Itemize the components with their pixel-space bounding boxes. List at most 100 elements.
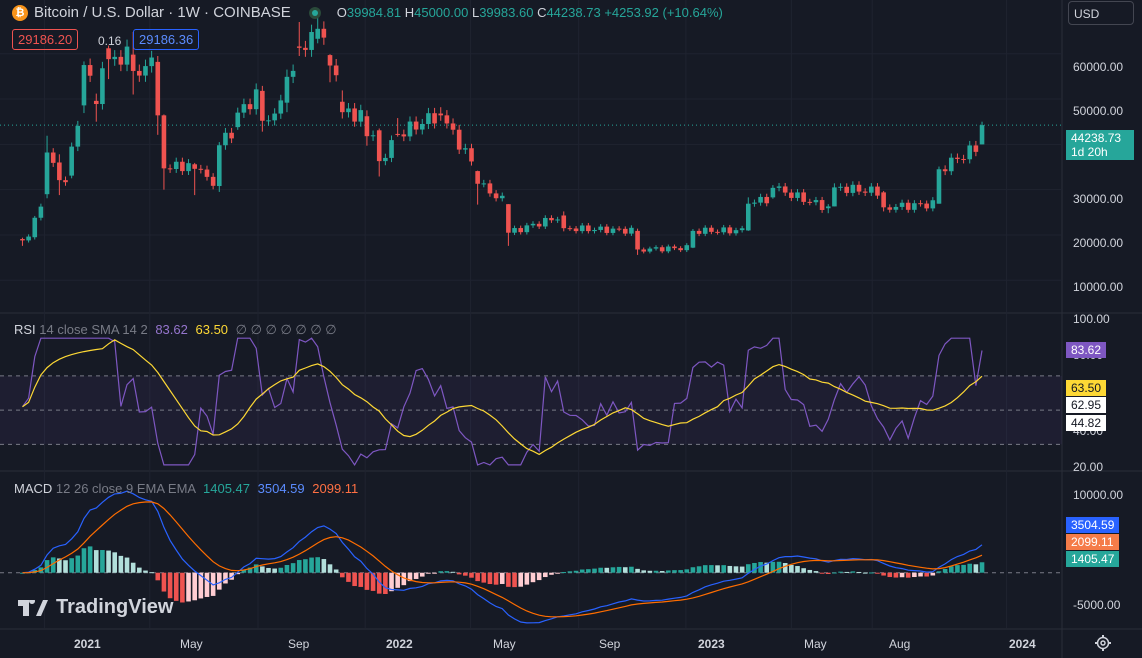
candle bbox=[124, 46, 130, 65]
macd-histogram-bar bbox=[192, 572, 197, 601]
macd-histogram-bar bbox=[315, 557, 321, 573]
macd-histogram-bar bbox=[924, 572, 929, 577]
candle bbox=[44, 152, 50, 195]
macd-histogram-bar bbox=[229, 572, 234, 580]
macd-histogram-bar bbox=[678, 570, 683, 573]
buy-button[interactable]: 29186.36 bbox=[133, 29, 200, 50]
candle bbox=[321, 28, 327, 38]
macd-histogram-bar bbox=[629, 566, 634, 573]
macd-histogram-bar bbox=[143, 570, 148, 573]
macd-histogram-bar bbox=[967, 563, 973, 573]
candle bbox=[333, 65, 339, 76]
macd-histogram-bar bbox=[352, 572, 357, 587]
candle bbox=[296, 46, 302, 48]
symbol-header: ₿ Bitcoin / U.S. Dollar · 1W · COINBASE … bbox=[12, 4, 723, 21]
macd-histogram-bar bbox=[309, 557, 314, 573]
price-tick: 50000.00 bbox=[1073, 104, 1124, 118]
macd-histogram-bar bbox=[567, 571, 573, 573]
macd-histogram-bar bbox=[389, 572, 394, 592]
market-status-icon[interactable] bbox=[308, 6, 321, 19]
macd-histogram-bar bbox=[69, 558, 74, 573]
macd-histogram-bar bbox=[321, 559, 327, 573]
candle bbox=[555, 219, 560, 221]
candle bbox=[948, 157, 954, 172]
candle bbox=[493, 193, 499, 199]
bitcoin-icon: ₿ bbox=[12, 4, 28, 21]
sell-button[interactable]: 29186.20 bbox=[12, 29, 79, 50]
symbol-title[interactable]: Bitcoin / U.S. Dollar · 1W · COINBASE bbox=[34, 4, 291, 21]
candle bbox=[936, 169, 942, 204]
macd-histogram-bar bbox=[764, 562, 770, 573]
macd-histogram-bar bbox=[555, 572, 560, 574]
macd-histogram-bar bbox=[333, 569, 339, 573]
macd-histogram-bar bbox=[278, 567, 284, 573]
macd-histogram-bar bbox=[869, 572, 874, 574]
macd-histogram-bar bbox=[93, 550, 99, 573]
macd-histogram-bar bbox=[81, 548, 87, 573]
candle bbox=[942, 169, 948, 172]
candle bbox=[844, 186, 850, 193]
candle bbox=[180, 161, 185, 172]
tradingview-logo[interactable]: TradingView bbox=[18, 596, 173, 619]
candle bbox=[598, 226, 603, 230]
macd-histogram-bar bbox=[57, 558, 62, 573]
currency-select[interactable]: USD bbox=[1068, 1, 1134, 25]
candle bbox=[432, 113, 437, 124]
macd-histogram-bar bbox=[106, 550, 111, 573]
rsi-sma-tag: 63.50 bbox=[1066, 380, 1107, 396]
candle bbox=[752, 202, 757, 204]
candle bbox=[137, 70, 142, 76]
spread-value: 0.16 bbox=[98, 34, 122, 48]
macd-histogram-bar bbox=[432, 572, 437, 574]
macd-histogram-bar bbox=[918, 572, 923, 577]
macd-histogram-bar bbox=[186, 572, 191, 602]
rsi-tick: 100.00 bbox=[1073, 312, 1110, 326]
candle bbox=[905, 202, 911, 210]
rsi-legend[interactable]: RSI 14 close SMA 14 2 83.62 63.50 ∅ ∅ ∅ … bbox=[14, 322, 337, 337]
candle bbox=[450, 123, 456, 130]
macd-histogram-bar bbox=[604, 567, 610, 573]
candle bbox=[543, 217, 548, 227]
macd-histogram-bar bbox=[721, 565, 726, 573]
macd-histogram-bar bbox=[887, 572, 893, 578]
macd-histogram-bar bbox=[647, 570, 653, 573]
time-tick: Sep bbox=[288, 637, 310, 651]
candle bbox=[444, 115, 450, 124]
macd-histogram-bar bbox=[364, 572, 370, 590]
candle bbox=[229, 132, 234, 139]
macd-histogram-bar bbox=[666, 570, 671, 573]
macd-histogram-bar bbox=[204, 572, 210, 597]
candle bbox=[592, 229, 597, 232]
candle bbox=[475, 171, 480, 184]
macd-histogram-bar bbox=[942, 568, 948, 573]
macd-histogram-bar bbox=[260, 566, 265, 573]
candle bbox=[893, 206, 899, 210]
price-tick: 10000.00 bbox=[1073, 280, 1124, 294]
gear-icon[interactable] bbox=[1094, 634, 1112, 652]
candle bbox=[506, 204, 511, 233]
candle bbox=[875, 186, 880, 196]
macd-legend[interactable]: MACD 12 26 close 9 EMA EMA 1405.47 3504.… bbox=[14, 481, 359, 496]
candle bbox=[586, 225, 591, 232]
macd-histogram-bar bbox=[475, 572, 480, 582]
candle bbox=[499, 195, 505, 199]
signal-value-tag: 2099.11 bbox=[1066, 534, 1119, 550]
candle bbox=[26, 236, 31, 241]
candle bbox=[512, 228, 517, 233]
macd-histogram-bar bbox=[930, 572, 936, 576]
macd-histogram-bar bbox=[825, 572, 831, 574]
macd-histogram-bar bbox=[579, 569, 585, 573]
macd-histogram-bar bbox=[961, 564, 966, 573]
macd-histogram-bar bbox=[622, 567, 628, 573]
macd-histogram-bar bbox=[413, 572, 419, 579]
time-tick: 2022 bbox=[386, 637, 413, 651]
macd-histogram-bar bbox=[881, 572, 886, 576]
candle bbox=[819, 200, 825, 210]
macd-histogram-bar bbox=[573, 570, 579, 573]
macd-histogram-bar bbox=[801, 568, 806, 573]
candle bbox=[118, 56, 124, 65]
macd-histogram-bar bbox=[124, 557, 130, 573]
candle bbox=[204, 169, 210, 177]
